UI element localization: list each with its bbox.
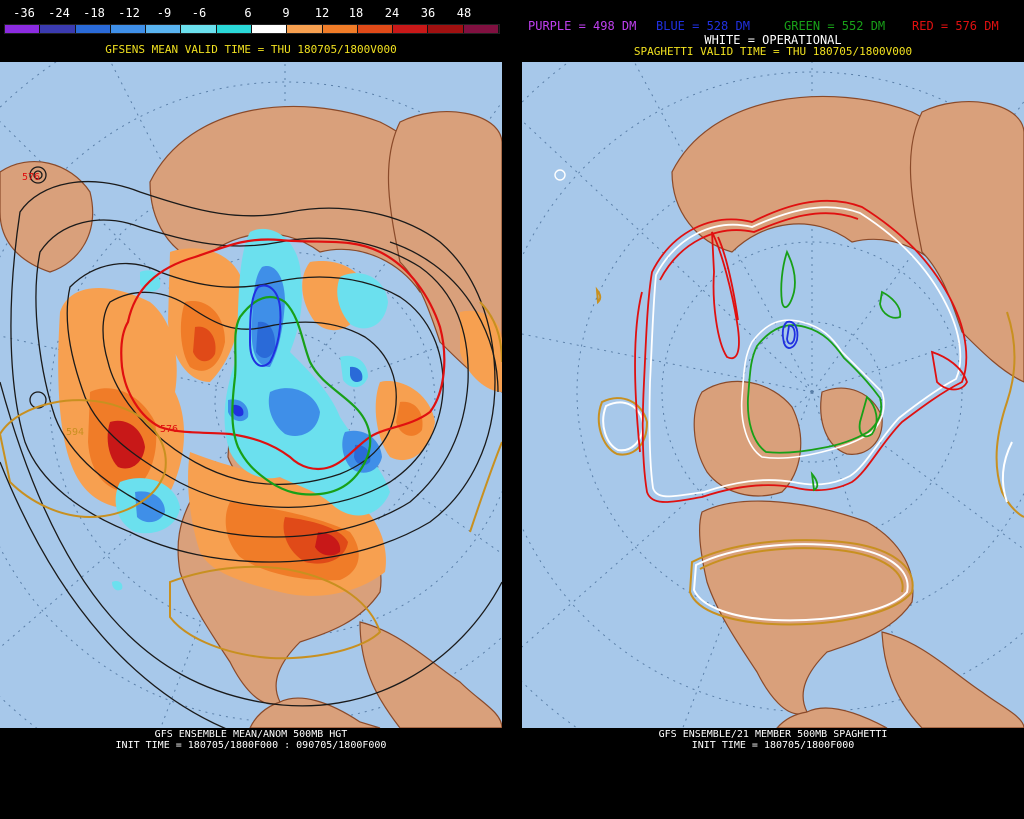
colorbar-swatch xyxy=(110,25,147,33)
mean-init-time: INIT TIME = 180705/1800F000 : 090705/180… xyxy=(115,740,387,751)
panel-divider xyxy=(502,0,522,819)
colorbar-label: -9 xyxy=(156,6,172,20)
colorbar-swatch xyxy=(181,25,217,33)
colorbar-label: -18 xyxy=(83,6,105,20)
colorbar-swatch xyxy=(287,25,323,33)
colorbar-swatch xyxy=(75,25,111,33)
ensemble-mean-panel: -36 -24 -18 -12 -9 -6 6 9 12 18 24 36 48… xyxy=(0,0,502,819)
colorbar-label: 36 xyxy=(420,6,436,20)
colorbar-labels: -36 -24 -18 -12 -9 -6 6 9 12 18 24 36 48 xyxy=(4,6,500,22)
spaghetti-bottom-caption: GFS ENSEMBLE/21 MEMBER 500MB SPAGHETTI I… xyxy=(522,729,1024,751)
colorbar-swatch xyxy=(322,25,358,33)
contour-label: 594 xyxy=(66,427,84,438)
colorbar-label: 18 xyxy=(348,6,364,20)
colorbar-swatch xyxy=(251,25,288,33)
spaghetti-map xyxy=(522,62,1024,728)
colorbar-label: 24 xyxy=(384,6,400,20)
mean-product-title: GFS ENSEMBLE MEAN/ANOM 500MB HGT xyxy=(154,729,348,740)
ensemble-mean-map: 576 594 576 xyxy=(0,62,502,728)
legend-white: WHITE = OPERATIONAL xyxy=(704,33,842,47)
colorbar-swatch xyxy=(146,25,182,33)
colorbar-swatch xyxy=(357,25,394,33)
colorbar-swatch xyxy=(216,25,252,33)
colorbar-label: -6 xyxy=(191,6,207,20)
mean-map-graphic: 576 594 576 xyxy=(0,62,502,728)
colorbar-label: 6 xyxy=(244,6,252,20)
colorbar-swatch xyxy=(463,25,499,33)
spaghetti-init-time: INIT TIME = 180705/1800F000 xyxy=(691,740,855,751)
spaghetti-valid-time-title: SPAGHETTI VALID TIME = THU 180705/1800V0… xyxy=(633,45,913,58)
anomaly-colorbar xyxy=(4,24,500,34)
colorbar-swatch xyxy=(5,25,41,33)
colorbar-label: -36 xyxy=(13,6,35,20)
legend-red: RED = 576 DM xyxy=(912,19,999,33)
colorbar-swatch xyxy=(428,25,464,33)
colorbar-label: -24 xyxy=(48,6,70,20)
contour-label: 576 xyxy=(160,424,178,435)
colorbar-label: 12 xyxy=(314,6,330,20)
mean-bottom-caption: GFS ENSEMBLE MEAN/ANOM 500MB HGT INIT TI… xyxy=(0,729,502,751)
colorbar-swatch xyxy=(393,25,429,33)
colorbar-label: 48 xyxy=(456,6,472,20)
mean-valid-time-title: GFSENS MEAN VALID TIME = THU 180705/1800… xyxy=(105,43,397,56)
colorbar-swatch xyxy=(40,25,76,33)
legend-blue: BLUE = 528 DM xyxy=(656,19,750,33)
colorbar-label: 9 xyxy=(282,6,290,20)
legend-green: GREEN = 552 DM xyxy=(784,19,886,33)
spaghetti-panel: PURPLE = 498 DM BLUE = 528 DM GREEN = 55… xyxy=(522,0,1024,819)
contour-label: 576 xyxy=(22,172,40,183)
spaghetti-product-title: GFS ENSEMBLE/21 MEMBER 500MB SPAGHETTI xyxy=(658,729,888,740)
colorbar-label: -12 xyxy=(118,6,140,20)
legend-purple: PURPLE = 498 DM xyxy=(528,19,637,33)
spaghetti-map-graphic xyxy=(522,62,1024,728)
